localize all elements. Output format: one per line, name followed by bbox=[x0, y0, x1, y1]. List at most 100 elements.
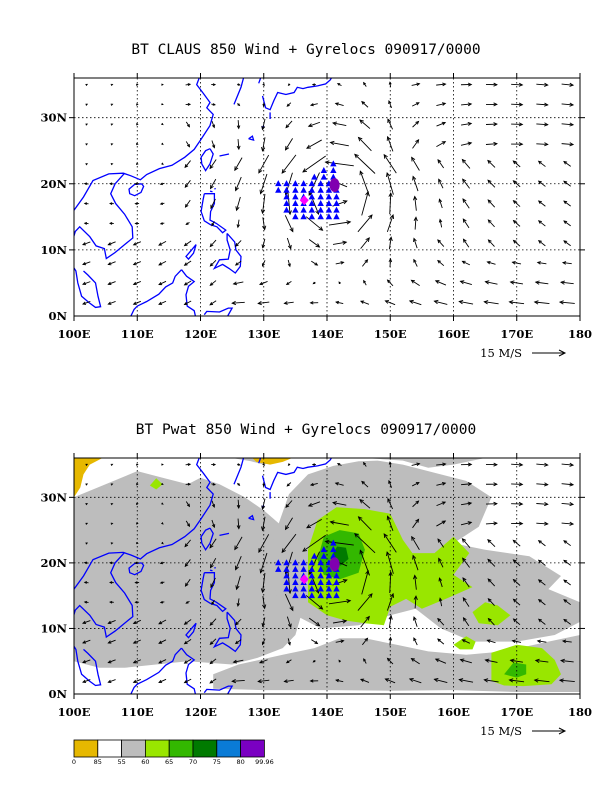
coastline bbox=[200, 148, 214, 172]
wind-vector bbox=[487, 598, 495, 606]
map-panel-top: 100E 110E 120E 130E 140E 150E 160E 170E 180 0N 10N… bbox=[40, 73, 592, 360]
wind-vector bbox=[158, 260, 167, 266]
gyre-location-marker bbox=[325, 213, 333, 220]
coastline bbox=[74, 458, 214, 590]
wind-vector bbox=[359, 119, 371, 129]
coastline bbox=[248, 135, 255, 142]
wind-vector bbox=[537, 200, 546, 207]
wind-vector bbox=[135, 502, 139, 506]
coastline bbox=[258, 78, 262, 84]
wind-vector bbox=[411, 462, 421, 466]
wind-vector bbox=[459, 658, 472, 664]
wind-vector bbox=[436, 501, 447, 507]
wind-vector bbox=[286, 482, 292, 487]
wind-vector bbox=[82, 261, 91, 266]
gyre-location-marker bbox=[325, 578, 333, 585]
gyre-location-marker bbox=[292, 559, 299, 566]
wind-vector bbox=[386, 551, 394, 574]
wind-vector bbox=[161, 162, 164, 166]
wind-vector bbox=[284, 517, 293, 531]
wind-vector bbox=[410, 658, 420, 665]
wind-vector bbox=[234, 555, 242, 571]
wind-vector bbox=[508, 300, 525, 305]
map-body bbox=[74, 458, 580, 694]
wind-vector bbox=[412, 139, 420, 149]
wind-vector bbox=[461, 102, 473, 107]
gyre-location-marker bbox=[317, 206, 324, 213]
wind-vector bbox=[107, 261, 116, 266]
wind-vector bbox=[311, 83, 316, 86]
gyre-location-marker bbox=[325, 572, 333, 579]
wind-vector bbox=[110, 483, 114, 486]
wind-vector bbox=[328, 599, 352, 605]
gyre-location-marker bbox=[311, 173, 318, 180]
wind-vector bbox=[258, 659, 268, 664]
wind-vector bbox=[82, 241, 91, 246]
wind-vector bbox=[386, 214, 395, 233]
wind-vector bbox=[536, 142, 549, 147]
wind-vector bbox=[388, 479, 393, 488]
wind-vector bbox=[537, 598, 546, 606]
wind-vector bbox=[85, 522, 89, 525]
wind-vector bbox=[484, 658, 498, 663]
gyre-location-marker bbox=[320, 166, 328, 173]
gyre-location-marker bbox=[300, 592, 307, 599]
wind-vector bbox=[306, 518, 322, 529]
wind-vector bbox=[461, 122, 473, 126]
wind-vector bbox=[461, 260, 471, 266]
wind-vector bbox=[234, 639, 242, 645]
wind-vector bbox=[184, 160, 191, 169]
coastline bbox=[74, 78, 214, 211]
wind-vector bbox=[461, 639, 471, 644]
wind-vector bbox=[458, 299, 474, 305]
gyre-location-marker bbox=[333, 200, 340, 207]
y-tick-label: 20N bbox=[40, 177, 67, 191]
wind-vector bbox=[308, 617, 321, 627]
wind-vector bbox=[285, 120, 293, 129]
wind-vector bbox=[309, 103, 318, 107]
gyre-location-marker bbox=[300, 565, 307, 572]
wind-vector bbox=[110, 542, 114, 545]
wind-vector bbox=[234, 176, 242, 192]
wind-vector bbox=[387, 118, 393, 130]
wind-vector bbox=[512, 180, 521, 188]
wind-vector bbox=[512, 578, 521, 586]
wind-vector bbox=[132, 619, 142, 625]
wind-vector bbox=[83, 222, 89, 225]
wind-vector bbox=[236, 139, 241, 151]
wind-vector bbox=[232, 281, 244, 286]
wind-vector bbox=[135, 483, 139, 486]
wind-vector bbox=[361, 480, 369, 488]
wind-vector bbox=[462, 596, 470, 607]
reference-vector-label: 15 M/S bbox=[480, 346, 522, 360]
gyre-location-marker bbox=[325, 585, 333, 592]
wind-vector bbox=[412, 554, 419, 571]
pwat-shade bbox=[74, 458, 103, 498]
wind-vector bbox=[209, 159, 217, 170]
wind-vector bbox=[536, 639, 547, 644]
wind-vector bbox=[309, 482, 318, 487]
coastline bbox=[209, 190, 213, 193]
colorbar-swatch bbox=[192, 739, 218, 758]
wind-vector bbox=[262, 596, 267, 610]
wind-vector bbox=[262, 217, 267, 231]
wind-vector bbox=[209, 618, 217, 626]
wind-vector bbox=[135, 123, 139, 126]
gyre-location-marker bbox=[308, 572, 316, 579]
wind-vector bbox=[135, 83, 139, 86]
pwat-shade bbox=[213, 635, 580, 692]
coastline bbox=[209, 569, 213, 572]
wind-vector bbox=[211, 482, 216, 486]
wind-vector bbox=[512, 559, 521, 567]
wind-vector bbox=[109, 182, 114, 186]
wind-vector bbox=[185, 83, 192, 87]
wind-vector bbox=[561, 521, 575, 526]
wind-vector bbox=[209, 178, 217, 190]
wind-vector bbox=[158, 619, 167, 625]
gyre-location-marker bbox=[317, 592, 324, 599]
wind-vector bbox=[302, 534, 326, 552]
reference-vector-arrow bbox=[532, 349, 567, 357]
wind-vector bbox=[412, 120, 420, 128]
x-tick-label: 100E bbox=[58, 327, 91, 341]
wind-vector bbox=[436, 520, 447, 527]
